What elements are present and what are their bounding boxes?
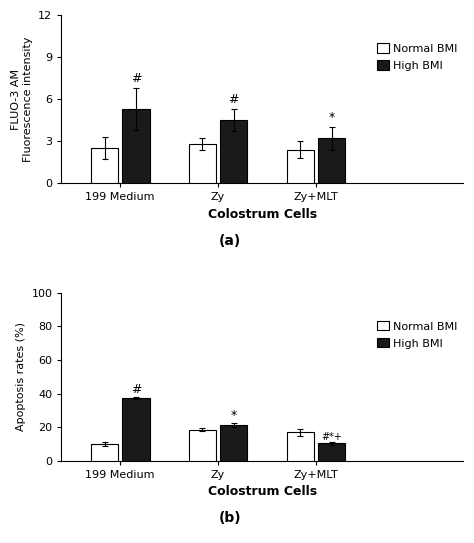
Text: *: *: [231, 409, 237, 422]
Bar: [122, 109, 149, 183]
X-axis label: Colostrum Cells: Colostrum Cells: [208, 485, 317, 498]
Text: #: #: [131, 72, 141, 85]
X-axis label: Colostrum Cells: Colostrum Cells: [208, 208, 317, 220]
Text: (a): (a): [219, 233, 241, 248]
Text: #*+: #*+: [321, 432, 342, 441]
Legend: Normal BMI, High BMI: Normal BMI, High BMI: [377, 43, 457, 71]
Bar: [318, 138, 346, 183]
Bar: [220, 120, 247, 183]
Text: (b): (b): [219, 512, 241, 525]
Text: #: #: [131, 383, 141, 396]
Y-axis label: FLUO-3 AM
Fluorescence intensity: FLUO-3 AM Fluorescence intensity: [11, 36, 33, 162]
Bar: [122, 398, 149, 461]
Text: *: *: [328, 111, 335, 124]
Text: #: #: [228, 93, 239, 106]
Bar: [287, 149, 314, 183]
Bar: [189, 144, 216, 183]
Bar: [318, 443, 346, 461]
Bar: [91, 444, 118, 461]
Bar: [220, 425, 247, 461]
Bar: [91, 148, 118, 183]
Y-axis label: Apoptosis rates (%): Apoptosis rates (%): [16, 323, 26, 431]
Legend: Normal BMI, High BMI: Normal BMI, High BMI: [377, 321, 457, 349]
Bar: [189, 430, 216, 461]
Bar: [287, 432, 314, 461]
